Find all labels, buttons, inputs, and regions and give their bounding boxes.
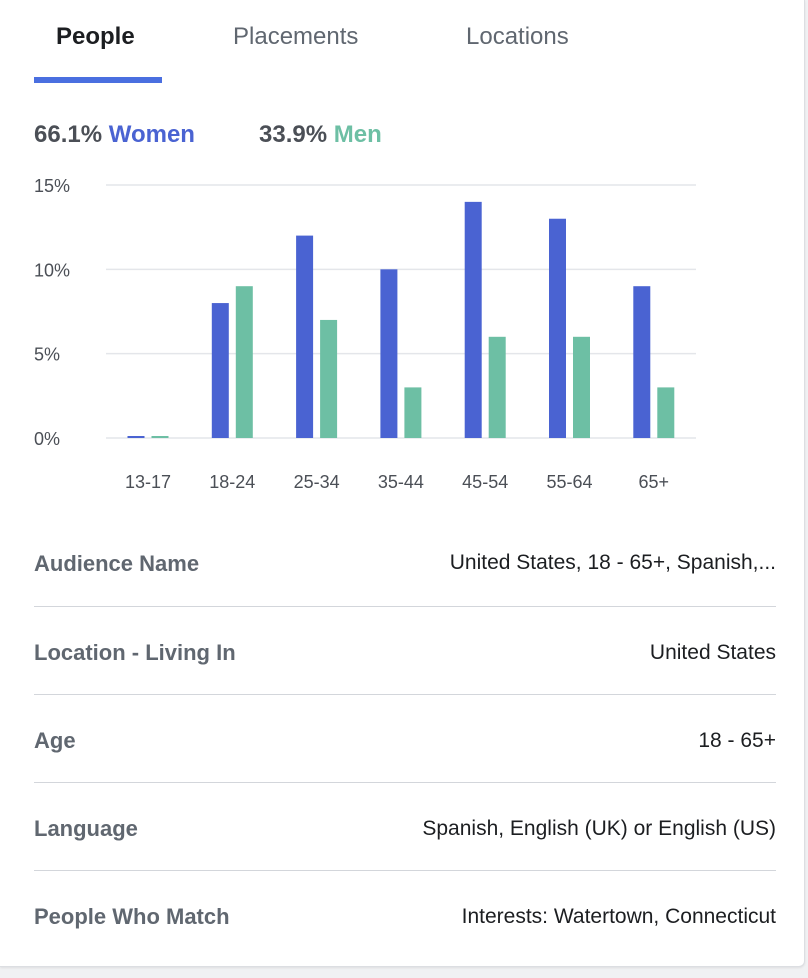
bar-men-45-54 (488, 336, 506, 438)
men-percentage: 33.9% (259, 121, 328, 148)
bar-men-55-64 (573, 336, 590, 438)
x-tick-label: 18-24 (209, 472, 255, 492)
detail-value: United States, 18 - 65+, Spanish,... (449, 551, 776, 574)
detail-row-language: Language Spanish, English (UK) or Englis… (34, 782, 776, 871)
bar-women-18-24 (211, 303, 229, 438)
x-tick-label: 25-34 (294, 472, 340, 492)
detail-value: Interests: Watertown, Connecticut (461, 905, 776, 928)
x-tick-label: 45-54 (462, 472, 508, 492)
detail-label: People Who Match (34, 904, 230, 929)
bar-men-18-24 (235, 286, 253, 438)
x-tick-label: 35-44 (378, 472, 424, 492)
detail-label: Language (34, 816, 138, 841)
bar-women-55-64 (549, 218, 566, 438)
tab-locations[interactable]: Locations (466, 23, 569, 50)
active-tab-indicator (34, 77, 162, 83)
bar-men-13-17 (151, 436, 169, 438)
women-summary: 66.1% Women (34, 120, 195, 150)
detail-value: Spanish, English (UK) or English (US) (422, 817, 776, 840)
x-tick-label: 13-17 (125, 472, 171, 492)
y-tick-label: 10% (34, 260, 70, 280)
bar-men-35-44 (404, 387, 422, 438)
detail-value: 18 - 65+ (698, 729, 776, 752)
detail-row-age: Age 18 - 65+ (34, 694, 776, 783)
tab-placements[interactable]: Placements (233, 23, 359, 50)
detail-row-audience-name: Audience Name United States, 18 - 65+, S… (34, 520, 776, 608)
x-tick-label: 65+ (639, 472, 670, 492)
age-gender-bar-chart: 0% 5% 10% 15% 13-17 18-24 25-34 35-44 45-54 55-64… (34, 176, 696, 492)
bar-men-65+ (657, 387, 675, 438)
detail-row-location: Location - Living In United States (34, 606, 776, 695)
detail-label: Location - Living In (34, 640, 236, 665)
detail-row-people-who-match: People Who Match Interests: Watertown, C… (34, 870, 776, 959)
bar-women-45-54 (464, 201, 482, 438)
women-label: Women (108, 121, 195, 148)
men-label: Men (333, 121, 382, 148)
detail-label: Age (34, 728, 76, 753)
bar-men-25-34 (320, 319, 338, 438)
women-percentage: 66.1% (34, 121, 103, 148)
bar-women-35-44 (380, 269, 398, 438)
y-tick-label: 5% (34, 345, 60, 365)
detail-label: Audience Name (34, 551, 200, 576)
y-tick-label: 15% (34, 176, 70, 196)
y-tick-label: 0% (34, 429, 60, 449)
tab-people[interactable]: People (56, 23, 135, 50)
bar-women-25-34 (296, 235, 314, 438)
men-summary: 33.9% Men (259, 120, 382, 150)
bar-women-65+ (633, 286, 651, 438)
x-tick-label: 55-64 (546, 472, 592, 492)
detail-value: United States (649, 641, 776, 664)
bar-women-13-17 (127, 436, 145, 438)
